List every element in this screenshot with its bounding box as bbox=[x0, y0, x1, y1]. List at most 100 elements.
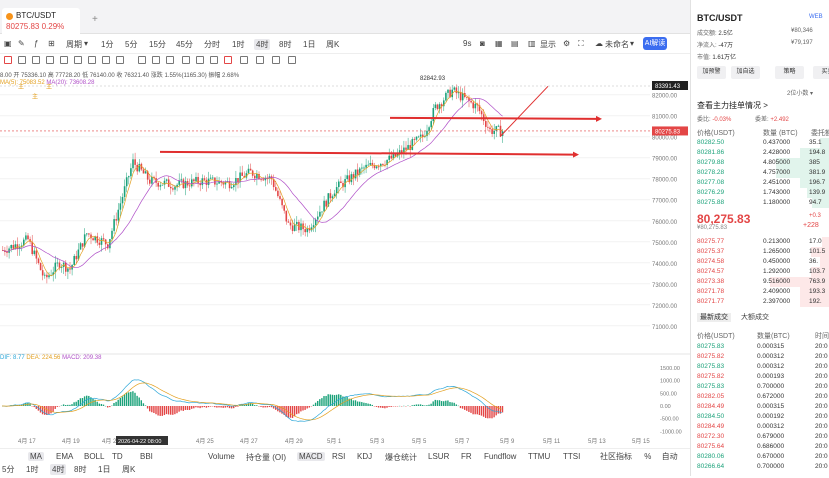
fullscreen-icon[interactable]: ⛶ bbox=[578, 39, 584, 49]
template-icon[interactable]: ☁ bbox=[595, 39, 603, 48]
strategy-button[interactable]: 策略 bbox=[775, 66, 804, 79]
indicator-6[interactable]: LSUR bbox=[428, 452, 449, 461]
indicator-2[interactable]: MACD bbox=[297, 452, 325, 461]
indicator-icon[interactable]: ƒ bbox=[34, 39, 38, 48]
overlay-ema[interactable]: EMA bbox=[56, 452, 73, 461]
tab-latest-trades[interactable]: 最新成交 bbox=[697, 313, 731, 322]
brush-tool-icon[interactable] bbox=[152, 56, 160, 64]
indicator-4[interactable]: KDJ bbox=[357, 452, 372, 461]
overlay-td[interactable]: TD bbox=[112, 452, 123, 461]
indicator-0[interactable]: Volume bbox=[208, 452, 235, 461]
book-title[interactable]: 查看主力挂单情况 > bbox=[697, 100, 768, 111]
add-alert-button[interactable]: 加预警 bbox=[697, 66, 726, 79]
overlay-bbi[interactable]: BBI bbox=[140, 452, 153, 461]
eye-icon[interactable] bbox=[210, 56, 218, 64]
text-tool-icon[interactable] bbox=[32, 56, 40, 64]
display-icon[interactable]: ▥ bbox=[528, 39, 536, 48]
magnet-tool-icon[interactable] bbox=[182, 56, 190, 64]
ai-analysis-button[interactable]: AI解读 bbox=[643, 37, 667, 50]
auto-toggle[interactable]: 自动 bbox=[662, 452, 678, 461]
bottom-period-4[interactable]: 1日 bbox=[98, 464, 110, 475]
draw-icon[interactable]: ✎ bbox=[18, 39, 25, 48]
add-tab-icon[interactable]: + bbox=[92, 14, 98, 25]
indicator-9[interactable]: TTMU bbox=[528, 452, 550, 461]
undo-icon[interactable] bbox=[272, 56, 280, 64]
camera-icon[interactable]: ◙ bbox=[480, 39, 485, 48]
bottom-period-2[interactable]: 4时 bbox=[50, 464, 66, 475]
percent-toggle[interactable]: % bbox=[644, 452, 651, 461]
line-tool-icon[interactable] bbox=[46, 56, 54, 64]
period-prefix[interactable]: 周期 bbox=[66, 39, 82, 50]
rect-tool-icon[interactable] bbox=[88, 56, 96, 64]
period-timeshare[interactable]: 分时 bbox=[204, 39, 220, 50]
bottom-period-0[interactable]: 5分 bbox=[2, 464, 14, 475]
bottom-period-3[interactable]: 8时 bbox=[74, 464, 86, 475]
template-select[interactable]: 未命名 bbox=[605, 39, 629, 50]
indicator-1[interactable]: 持仓量 (OI) bbox=[246, 452, 286, 463]
pen-tool-icon[interactable] bbox=[138, 56, 146, 64]
channel-tool-icon[interactable] bbox=[74, 56, 82, 64]
period-1m[interactable]: 1分 bbox=[101, 39, 113, 50]
tab-btc-usdt[interactable]: BTC/USDT 80275.83 0.29% bbox=[2, 8, 80, 34]
candle bbox=[185, 181, 187, 188]
period-1h[interactable]: 1时 bbox=[232, 39, 244, 50]
trade-button[interactable]: 买卖 bbox=[813, 66, 829, 79]
indicator-3[interactable]: RSI bbox=[332, 452, 345, 461]
indicator-8[interactable]: Fundflow bbox=[484, 452, 516, 461]
tab-large-trades[interactable]: 大额成交 bbox=[741, 314, 769, 321]
ruler-tool-icon[interactable] bbox=[166, 56, 174, 64]
period-15m[interactable]: 15分 bbox=[149, 39, 166, 50]
bottom-period-5[interactable]: 周K bbox=[122, 464, 135, 475]
period-caret-icon[interactable]: ▾ bbox=[84, 39, 88, 48]
ob-qty: 1.743000 bbox=[763, 189, 790, 196]
period-1d[interactable]: 1日 bbox=[303, 39, 315, 50]
depth-select[interactable]: 2位小数 ▾ bbox=[787, 88, 813, 97]
period-8h[interactable]: 8时 bbox=[279, 39, 291, 50]
alert-icon[interactable] bbox=[224, 56, 232, 64]
web-link[interactable]: WEB bbox=[809, 14, 823, 20]
add-watchlist-button[interactable]: 加自选 bbox=[731, 66, 760, 79]
trash-icon[interactable] bbox=[256, 56, 264, 64]
indicator-7[interactable]: FR bbox=[461, 452, 472, 461]
redo-icon[interactable] bbox=[288, 56, 296, 64]
period-4h[interactable]: 4时 bbox=[254, 39, 270, 50]
candlestick-chart[interactable]: 82000.0081000.0080000.0079000.0078000.00… bbox=[0, 68, 690, 478]
chevron-down-icon[interactable]: ▾ bbox=[630, 39, 634, 48]
display-menu[interactable]: 显示 bbox=[540, 39, 556, 50]
compare-icon[interactable]: ⊞ bbox=[48, 39, 55, 48]
overlay-ma[interactable]: MA bbox=[28, 452, 44, 461]
magnify-icon[interactable] bbox=[240, 56, 248, 64]
bottom-period-1[interactable]: 1时 bbox=[26, 464, 38, 475]
fib-tool-icon[interactable] bbox=[116, 56, 124, 64]
period-week[interactable]: 周K bbox=[326, 39, 339, 50]
layout-icon[interactable]: ▤ bbox=[511, 39, 519, 48]
overlay-boll[interactable]: BOLL bbox=[84, 452, 104, 461]
trade-time: 20:0 bbox=[815, 393, 828, 400]
gear-icon[interactable]: ⚙ bbox=[563, 39, 570, 48]
candle-style-icon[interactable] bbox=[4, 56, 12, 64]
cross-tool-icon[interactable] bbox=[60, 56, 68, 64]
lock-icon[interactable] bbox=[196, 56, 204, 64]
community-indicator[interactable]: 社区指标 bbox=[600, 452, 632, 461]
measure-tool-icon[interactable] bbox=[102, 56, 110, 64]
indicator-5[interactable]: 爆仓统计 bbox=[385, 452, 417, 463]
bar-style-icon[interactable] bbox=[18, 56, 26, 64]
settings-icon[interactable]: ▣ bbox=[4, 39, 12, 48]
period-45m[interactable]: 45分 bbox=[176, 39, 193, 50]
period-5m[interactable]: 5分 bbox=[125, 39, 137, 50]
grid-icon[interactable]: ▦ bbox=[495, 39, 503, 48]
